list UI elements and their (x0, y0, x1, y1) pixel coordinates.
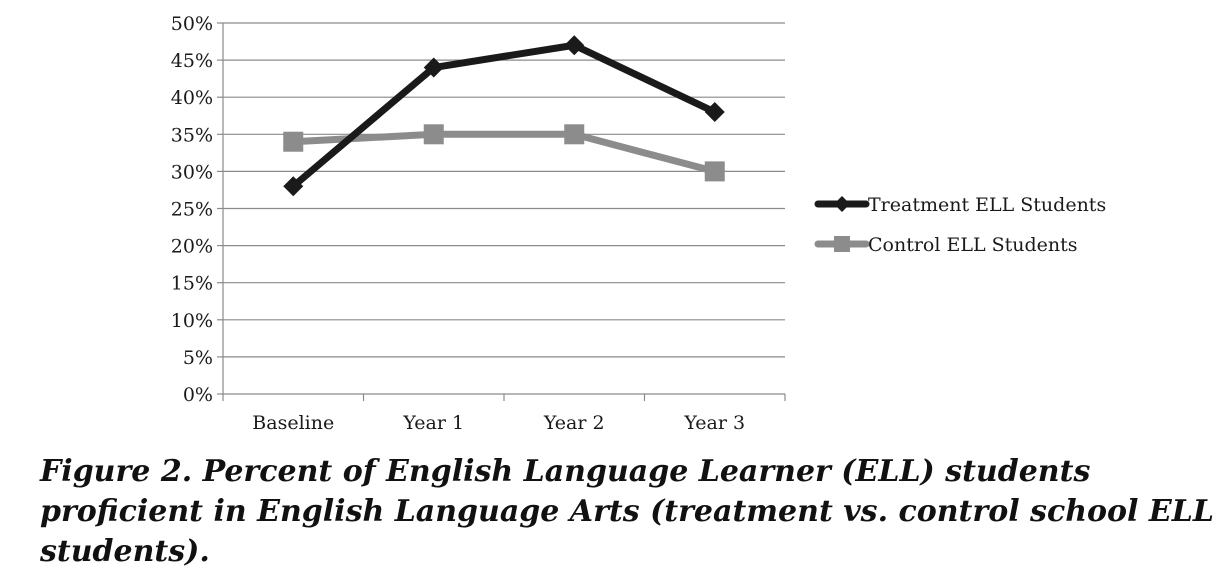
y-tick-label: 30% (171, 161, 213, 183)
y-tick-label: 20% (171, 236, 213, 258)
figure-caption: Figure 2. Percent of English Language Le… (40, 454, 1214, 569)
series (283, 35, 725, 197)
x-tick-labels: Baseline Year 1 Year 2 Year 3 (252, 412, 745, 434)
y-tick-label: 25% (171, 199, 213, 221)
y-tick-label: 15% (171, 273, 213, 295)
series-line (289, 130, 719, 175)
x-tick-label: Year 3 (683, 412, 745, 434)
data-point (423, 124, 444, 145)
y-tick-label: 45% (171, 50, 213, 72)
data-point (283, 176, 304, 197)
gridlines (223, 22, 785, 358)
y-tick-label: 10% (171, 310, 213, 332)
y-tick-label: 40% (171, 87, 213, 109)
data-point (704, 102, 725, 123)
data-point (564, 35, 585, 56)
y-tick-labels: 0% 5% 10% 15% 20% 25% 30% 35% 40% 45% 50% (171, 13, 213, 406)
x-tick-label: Year 2 (543, 412, 605, 434)
data-point (704, 161, 725, 182)
legend-marker (834, 236, 850, 252)
series-line (289, 41, 719, 190)
y-tick-label: 35% (171, 124, 213, 146)
y-tick-label: 5% (183, 347, 213, 369)
x-tick-label: Baseline (252, 412, 334, 434)
data-point (283, 131, 304, 152)
data-point (423, 57, 444, 78)
y-tick-label: 0% (183, 384, 213, 406)
axes (217, 22, 786, 401)
legend-label: Treatment ELL Students (868, 194, 1106, 216)
legend-marker (834, 196, 850, 212)
legend: Treatment ELL Students Control ELL Studen… (814, 194, 1106, 256)
line-chart: 0% 5% 10% 15% 20% 25% 30% 35% 40% 45% 50% Baseline… (171, 13, 1106, 434)
data-point (564, 124, 585, 145)
x-tick-label: Year 1 (402, 412, 464, 434)
legend-label: Control ELL Students (868, 234, 1078, 256)
y-tick-label: 50% (171, 13, 213, 35)
